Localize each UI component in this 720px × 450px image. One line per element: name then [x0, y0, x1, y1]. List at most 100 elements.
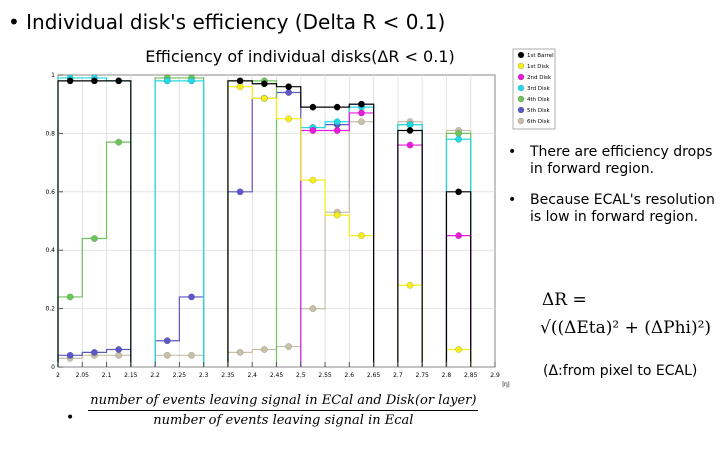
data-point-1st-barrel	[406, 127, 414, 134]
x-tick-label: 2.85	[464, 372, 478, 379]
legend-label-2nd-disk: 2nd Disk	[527, 75, 552, 81]
data-point-5th-disk	[236, 188, 244, 196]
data-point-1st-barrel	[358, 100, 365, 108]
notes-panel: • There are efficiency drops in forward …	[508, 144, 718, 240]
step-line-3rd-disk	[445, 138, 472, 367]
x-tick-label: 2.75	[415, 372, 429, 379]
x-tick-label: 2.2	[150, 372, 160, 379]
legend-marker-3rd-disk	[517, 84, 525, 92]
legend-marker-4th-disk	[517, 95, 525, 103]
data-point-1st-disk	[309, 176, 317, 184]
data-point-1st-barrel	[236, 77, 244, 85]
x-tick-label: 2.25	[173, 372, 187, 379]
note-bullet: •	[508, 192, 517, 208]
step-line-2nd-disk	[397, 144, 423, 367]
y-axis-ticks: 0 0.2 0.4 0.6 0.8 1	[45, 72, 63, 371]
step-line-1st-barrel	[397, 129, 423, 367]
data-point-1st-barrel	[309, 103, 317, 111]
data-point-1st-disk	[358, 232, 365, 240]
data-point-1st-disk	[236, 83, 244, 91]
x-axis-label: |η|	[502, 381, 510, 388]
data-point-6th-disk	[188, 351, 195, 359]
y-tick-label: 0.4	[45, 247, 55, 254]
fraction: number of events leaving signal in ECal …	[88, 393, 479, 428]
x-tick-label: 2	[56, 372, 60, 379]
data-point-3rd-disk	[333, 118, 341, 126]
y-tick-label: 0	[51, 364, 55, 371]
data-point-2nd-disk	[406, 141, 414, 149]
data-point-1st-barrel	[115, 77, 123, 85]
legend-marker-2nd-disk	[517, 73, 525, 81]
note-bullet: •	[508, 144, 517, 160]
data-point-3rd-disk	[188, 77, 195, 85]
data-point-1st-barrel	[66, 77, 74, 85]
legend-label-1st-disk: 1st Disk	[527, 64, 550, 70]
fraction-numerator: number of events leaving signal in ECal …	[88, 393, 479, 411]
data-point-1st-barrel	[333, 103, 341, 111]
data-point-6th-disk	[309, 305, 317, 313]
data-point-5th-disk	[163, 337, 171, 345]
data-point-4th-disk	[455, 129, 463, 137]
data-point-1st-barrel	[90, 77, 98, 85]
step-line-1st-disk	[227, 86, 375, 367]
legend-label-6th-disk: 6th Disk	[527, 119, 551, 125]
step-line-1st-disk	[397, 284, 423, 367]
data-point-2nd-disk	[333, 127, 341, 134]
x-tick-label: 2.35	[221, 372, 235, 379]
fraction-denominator: number of events leaving signal in Ecal	[153, 413, 414, 428]
x-tick-label: 2.05	[76, 372, 90, 379]
data-point-5th-disk	[66, 351, 74, 359]
x-tick-label: 2.45	[270, 372, 284, 379]
efficiency-definition: • number of events leaving signal in ECa…	[66, 393, 479, 428]
y-tick-label: 0.2	[45, 306, 55, 313]
note-text: There are efficiency drops in forward re…	[530, 144, 713, 177]
data-point-1st-disk	[406, 281, 414, 289]
data-point-2nd-disk	[358, 109, 365, 117]
legend-marker-1st-disk	[517, 62, 525, 70]
legend: 1st Barrel 1st Disk 2nd Disk 3rd Disk 4th Di…	[512, 48, 556, 130]
data-point-6th-disk	[163, 351, 171, 359]
y-tick-label: 1	[51, 72, 55, 79]
x-tick-label: 2.1	[102, 372, 112, 379]
legend-marker-5th-disk	[517, 106, 525, 114]
x-tick-label: 2.15	[124, 372, 138, 379]
data-point-5th-disk	[115, 346, 123, 353]
formula-rhs: √((ΔEta)² + (ΔPhi)²)	[540, 318, 712, 338]
data-point-2nd-disk	[455, 232, 463, 240]
x-tick-label: 2.55	[318, 372, 332, 379]
legend-marker-6th-disk	[517, 117, 525, 125]
data-point-1st-barrel	[455, 188, 463, 196]
step-line-6th-disk	[397, 121, 423, 367]
data-point-1st-barrel	[260, 80, 268, 88]
step-line-6th-disk	[445, 129, 472, 367]
data-point-1st-disk	[333, 211, 341, 219]
x-tick-label: 2.6	[345, 372, 355, 379]
step-line-1st-barrel	[227, 80, 375, 367]
y-tick-label: 0.8	[45, 130, 55, 137]
data-point-6th-disk	[115, 351, 123, 359]
delta-r-formula: ΔR = √((ΔEta)² + (ΔPhi)²)	[540, 290, 711, 338]
data-point-4th-disk	[115, 138, 123, 146]
step-line-4th-disk	[397, 124, 423, 367]
data-point-1st-disk	[285, 115, 293, 123]
data-point-6th-disk	[358, 118, 365, 126]
data-point-5th-disk	[188, 293, 195, 301]
data-point-5th-disk	[90, 348, 98, 356]
step-line-2nd-disk	[300, 112, 375, 367]
step-line-3rd-disk	[154, 80, 205, 367]
definition-bullet: •	[66, 409, 75, 426]
data-point-1st-disk	[455, 346, 463, 353]
step-line-3rd-disk	[397, 124, 423, 367]
data-point-6th-disk	[285, 343, 293, 351]
x-tick-label: 2.9	[490, 372, 500, 379]
x-tick-label: 2.3	[199, 372, 209, 379]
data-point-4th-disk	[90, 235, 98, 242]
data-point-3rd-disk	[455, 135, 463, 143]
x-tick-label: 2.8	[442, 372, 452, 379]
series-markers	[66, 74, 463, 362]
x-tick-label: 2.7	[393, 372, 403, 379]
legend-marker-1st-barrel	[517, 51, 525, 59]
data-point-6th-disk	[236, 348, 244, 356]
data-point-3rd-disk	[406, 121, 414, 129]
